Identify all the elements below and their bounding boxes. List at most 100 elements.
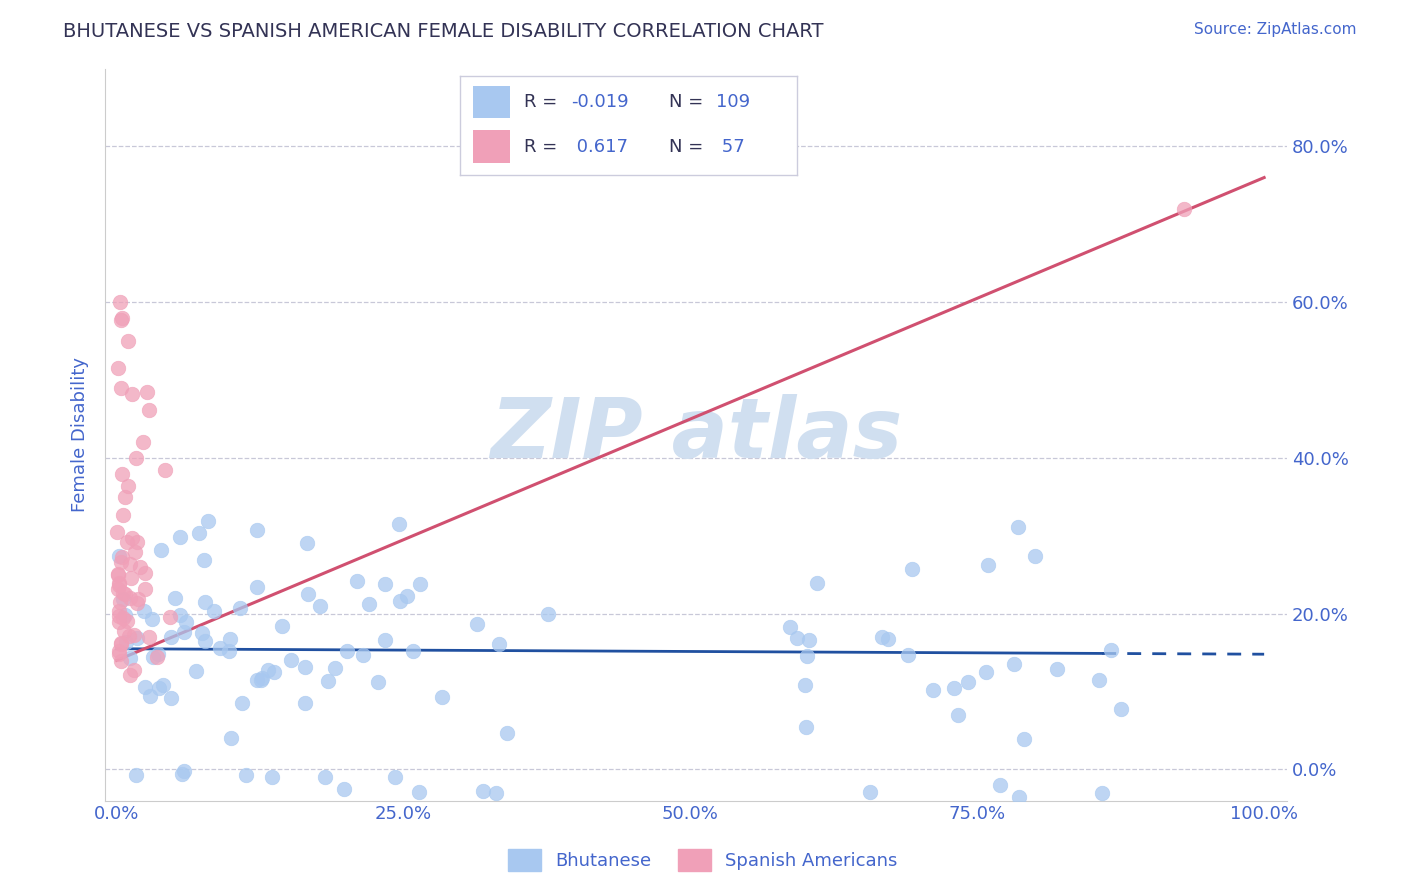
Point bbox=[367, 675, 389, 690]
Point bbox=[352, 648, 374, 662]
Point bbox=[132, 435, 155, 450]
Point bbox=[152, 677, 174, 691]
Point bbox=[159, 691, 181, 706]
Point bbox=[219, 632, 242, 646]
Legend: Bhutanese, Spanish Americans: Bhutanese, Spanish Americans bbox=[501, 842, 905, 879]
Point bbox=[134, 680, 156, 694]
Point bbox=[1007, 520, 1029, 534]
Point bbox=[1008, 790, 1031, 805]
Point bbox=[219, 731, 242, 746]
Point bbox=[897, 648, 920, 662]
Point bbox=[110, 637, 132, 651]
Point bbox=[108, 604, 131, 618]
Point bbox=[202, 604, 225, 618]
Point bbox=[190, 625, 212, 640]
Point bbox=[280, 653, 302, 667]
Point bbox=[432, 690, 454, 704]
Point bbox=[107, 582, 129, 596]
Point bbox=[120, 571, 142, 585]
Point bbox=[779, 620, 801, 634]
Point bbox=[107, 566, 129, 581]
Point bbox=[901, 562, 924, 576]
Y-axis label: Female Disability: Female Disability bbox=[72, 357, 89, 512]
Point bbox=[108, 609, 131, 624]
Point bbox=[194, 595, 217, 609]
Point bbox=[169, 530, 191, 544]
Point bbox=[155, 463, 177, 477]
Point bbox=[110, 313, 132, 327]
Text: ZIP atlas: ZIP atlas bbox=[491, 394, 903, 475]
Point bbox=[111, 586, 134, 600]
Point bbox=[111, 467, 134, 481]
Point bbox=[988, 778, 1011, 792]
Point bbox=[184, 664, 207, 678]
Point bbox=[115, 635, 138, 649]
Point bbox=[110, 381, 132, 395]
Point bbox=[118, 629, 141, 643]
Point bbox=[957, 675, 980, 690]
Point bbox=[110, 636, 132, 650]
Point bbox=[117, 478, 139, 492]
Point bbox=[323, 661, 346, 675]
Point bbox=[107, 360, 129, 375]
Point bbox=[943, 681, 966, 696]
Point bbox=[346, 574, 368, 589]
Point bbox=[786, 631, 808, 645]
Point bbox=[132, 604, 155, 618]
Point bbox=[165, 591, 187, 606]
Point bbox=[1173, 202, 1195, 216]
Point bbox=[169, 607, 191, 622]
Point bbox=[138, 630, 160, 644]
Point bbox=[250, 673, 273, 687]
Point bbox=[976, 665, 998, 679]
Point bbox=[408, 785, 430, 799]
Point bbox=[176, 615, 198, 630]
Point bbox=[125, 768, 148, 782]
Point bbox=[127, 535, 149, 549]
Point bbox=[122, 628, 145, 642]
Point bbox=[115, 534, 138, 549]
Point bbox=[108, 595, 131, 609]
Point bbox=[946, 707, 969, 722]
Point bbox=[110, 295, 132, 310]
Point bbox=[408, 577, 430, 591]
Point bbox=[122, 663, 145, 677]
Point bbox=[114, 490, 136, 504]
Point bbox=[111, 310, 134, 325]
Point bbox=[1046, 662, 1069, 676]
Point bbox=[138, 403, 160, 417]
Point bbox=[117, 334, 139, 348]
Point bbox=[107, 575, 129, 590]
Point bbox=[118, 557, 141, 571]
Point bbox=[110, 654, 132, 668]
Point bbox=[235, 768, 257, 782]
Point bbox=[121, 386, 143, 401]
Point bbox=[159, 609, 181, 624]
Point bbox=[1014, 732, 1036, 747]
Point bbox=[246, 580, 269, 594]
Point bbox=[271, 619, 294, 633]
Point bbox=[374, 633, 396, 648]
Point bbox=[108, 615, 131, 630]
Point bbox=[332, 781, 354, 796]
Point bbox=[111, 550, 134, 565]
Point bbox=[139, 689, 162, 703]
Point bbox=[146, 650, 169, 665]
Point bbox=[170, 766, 193, 780]
Text: BHUTANESE VS SPANISH AMERICAN FEMALE DISABILITY CORRELATION CHART: BHUTANESE VS SPANISH AMERICAN FEMALE DIS… bbox=[63, 22, 824, 41]
Point bbox=[262, 770, 284, 784]
Point bbox=[194, 633, 217, 648]
Point bbox=[160, 630, 183, 644]
Point bbox=[141, 612, 163, 626]
Point bbox=[246, 523, 269, 537]
Point bbox=[1024, 549, 1046, 563]
Point bbox=[389, 594, 412, 608]
Point bbox=[118, 651, 141, 665]
Point bbox=[150, 542, 173, 557]
Point bbox=[297, 587, 319, 601]
Point bbox=[797, 633, 820, 648]
Point bbox=[125, 450, 148, 465]
Point bbox=[127, 592, 149, 607]
Point bbox=[870, 630, 893, 644]
Point bbox=[314, 770, 336, 784]
